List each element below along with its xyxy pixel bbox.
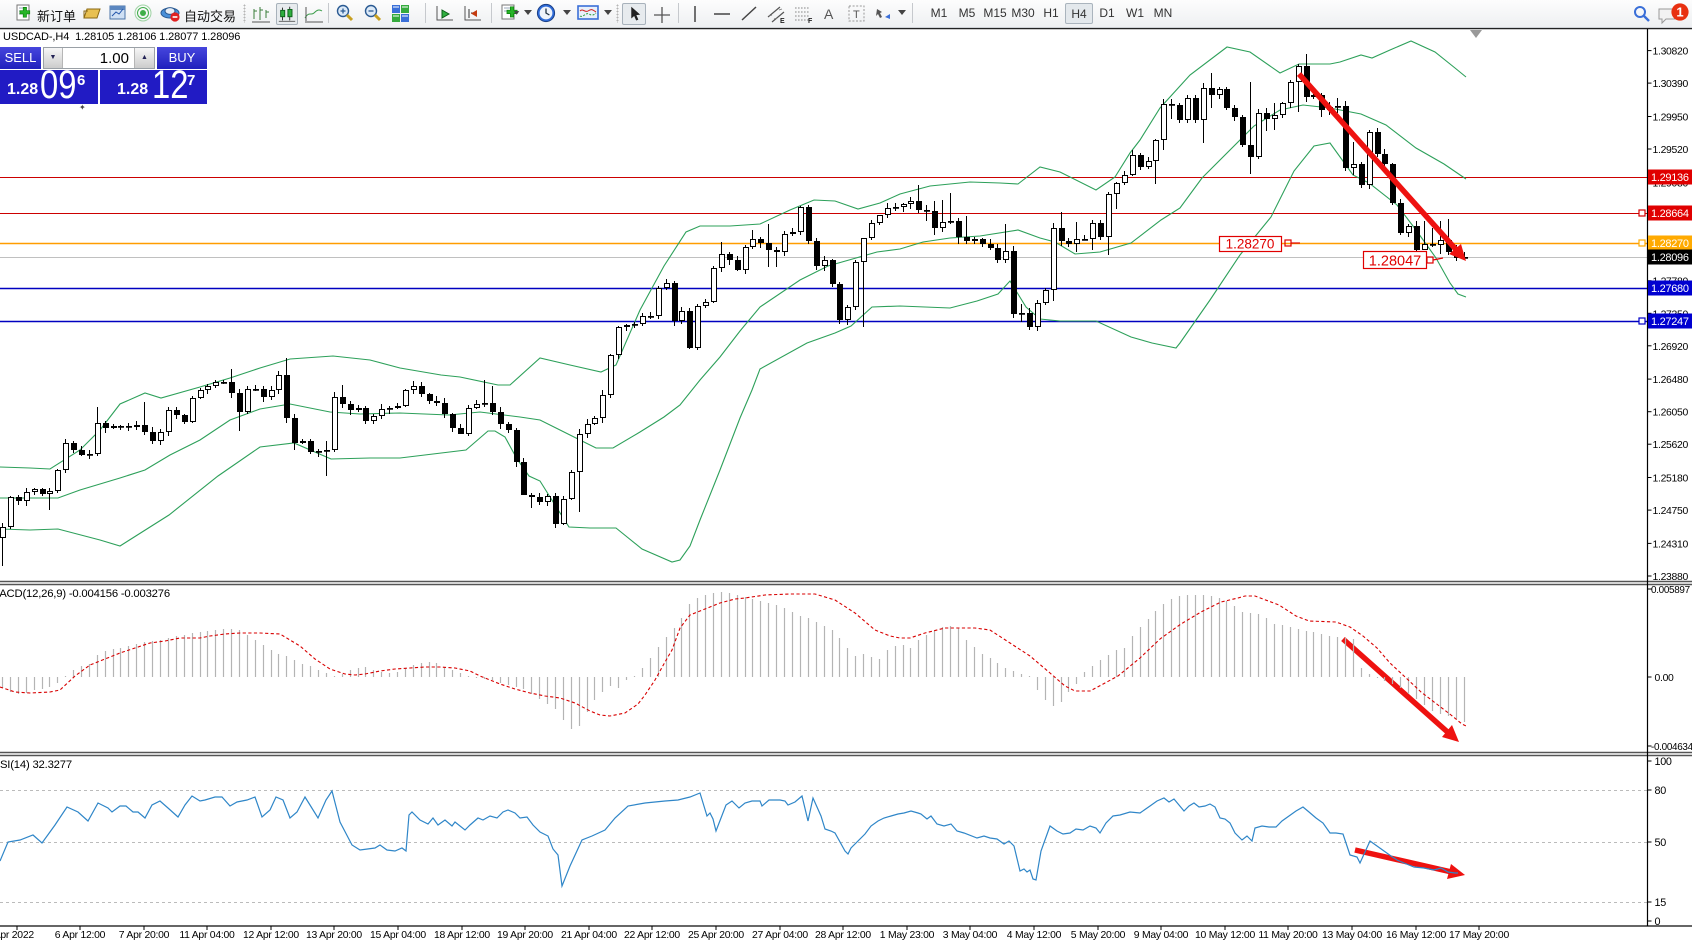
svg-text:1.25180: 1.25180 (1653, 474, 1689, 485)
svg-text:1.28047: 1.28047 (1369, 254, 1421, 270)
svg-text:11 Apr 04:00: 11 Apr 04:00 (179, 930, 235, 941)
svg-text:1 May 23:00: 1 May 23:00 (880, 930, 935, 941)
svg-text:1.28270: 1.28270 (1651, 238, 1689, 250)
svg-text:3 May 04:00: 3 May 04:00 (943, 930, 998, 941)
svg-text:1.29136: 1.29136 (1651, 172, 1689, 184)
svg-text:22 Apr 12:00: 22 Apr 12:00 (624, 930, 680, 941)
svg-text:18 Apr 12:00: 18 Apr 12:00 (434, 930, 490, 941)
svg-text:1.27680: 1.27680 (1651, 283, 1689, 295)
svg-text:6 Apr 12:00: 6 Apr 12:00 (55, 930, 106, 941)
svg-text:21 Apr 04:00: 21 Apr 04:00 (561, 930, 617, 941)
svg-text:1.24310: 1.24310 (1653, 539, 1689, 550)
svg-text:0.00: 0.00 (1655, 673, 1675, 684)
svg-text:E: E (780, 18, 785, 25)
svg-text:1.27247: 1.27247 (1651, 316, 1689, 328)
svg-text:15: 15 (1655, 897, 1667, 909)
svg-text:13 May 04:00: 13 May 04:00 (1322, 930, 1382, 941)
svg-text:10 May 12:00: 10 May 12:00 (1195, 930, 1255, 941)
svg-text:1.24750: 1.24750 (1653, 506, 1689, 517)
svg-text:12 Apr 12:00: 12 Apr 12:00 (243, 930, 299, 941)
svg-text:80: 80 (1655, 785, 1667, 797)
svg-text:9 May 04:00: 9 May 04:00 (1134, 930, 1189, 941)
svg-text:5 Apr 2022: 5 Apr 2022 (0, 930, 34, 941)
svg-text:1.26920: 1.26920 (1653, 342, 1689, 353)
svg-text:1.26480: 1.26480 (1653, 375, 1689, 386)
svg-text:17 May 20:00: 17 May 20:00 (1449, 930, 1509, 941)
svg-text:50: 50 (1655, 837, 1667, 849)
svg-text:1.28270: 1.28270 (1226, 237, 1275, 252)
svg-text:-0.004634: -0.004634 (1651, 742, 1692, 753)
svg-text:RSI(14) 32.3277: RSI(14) 32.3277 (0, 759, 72, 771)
svg-text:F: F (808, 18, 813, 25)
svg-text:1.26050: 1.26050 (1653, 408, 1689, 419)
svg-text:1: 1 (1676, 5, 1683, 20)
svg-text:15 Apr 04:00: 15 Apr 04:00 (370, 930, 426, 941)
svg-text:T: T (853, 9, 860, 21)
svg-text:MACD(12,26,9) -0.004156 -0.003: MACD(12,26,9) -0.004156 -0.003276 (0, 588, 170, 600)
svg-text:0.005897: 0.005897 (1651, 585, 1690, 596)
svg-text:1.29950: 1.29950 (1653, 113, 1689, 124)
svg-text:1.28096: 1.28096 (1651, 252, 1689, 264)
svg-text:19 Apr 20:00: 19 Apr 20:00 (497, 930, 553, 941)
svg-text:5 May 20:00: 5 May 20:00 (1071, 930, 1126, 941)
svg-text:A: A (824, 6, 834, 22)
svg-text:7 Apr 20:00: 7 Apr 20:00 (119, 930, 170, 941)
svg-text:1.30820: 1.30820 (1653, 47, 1689, 58)
svg-text:1.30390: 1.30390 (1653, 79, 1689, 90)
svg-text:13 Apr 20:00: 13 Apr 20:00 (306, 930, 362, 941)
svg-text:27 Apr 04:00: 27 Apr 04:00 (752, 930, 808, 941)
svg-text:100: 100 (1655, 756, 1672, 768)
svg-text:4 May 12:00: 4 May 12:00 (1007, 930, 1062, 941)
svg-text:1.29520: 1.29520 (1653, 145, 1689, 156)
svg-text:25 Apr 20:00: 25 Apr 20:00 (688, 930, 744, 941)
svg-text:16 May 12:00: 16 May 12:00 (1386, 930, 1446, 941)
svg-text:1.25620: 1.25620 (1653, 440, 1689, 451)
svg-text:1.23880: 1.23880 (1653, 572, 1689, 583)
svg-text:1.28664: 1.28664 (1651, 208, 1689, 220)
svg-text:0: 0 (1655, 916, 1661, 928)
svg-text:11 May 20:00: 11 May 20:00 (1258, 930, 1318, 941)
svg-text:28 Apr 12:00: 28 Apr 12:00 (815, 930, 871, 941)
